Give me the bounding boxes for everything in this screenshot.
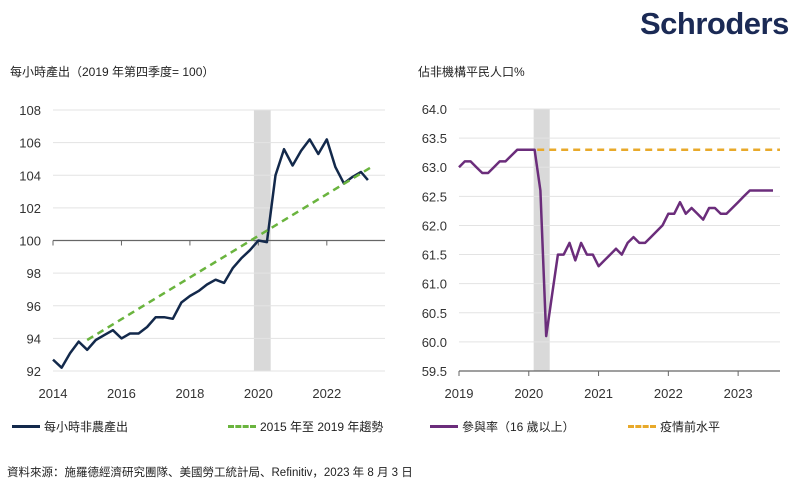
- legend-trend: 2015 年至 2019 年趨勢: [228, 418, 383, 435]
- legend-label: 2015 年至 2019 年趨勢: [260, 420, 384, 434]
- x-tick-label: 2023: [724, 386, 753, 401]
- y-tick-label: 62.0: [422, 218, 447, 233]
- legend-pre-pandemic: 疫情前水平: [628, 418, 720, 435]
- legend-solid-navy-swatch: [12, 425, 40, 428]
- y-tick-label: 62.5: [422, 189, 447, 204]
- source-note: 資料來源：施羅德經濟研究團隊、美國勞工統計局、Refinitiv，2023 年 …: [7, 467, 413, 479]
- solid-series-line-0-0: [52, 138, 369, 369]
- y-tick-label: 96: [27, 299, 41, 314]
- x-tick-label: 2014: [39, 386, 68, 401]
- legend-dashed-green-swatch: [228, 425, 256, 428]
- y-tick-label: 63.0: [422, 160, 447, 175]
- y-tick-label: 94: [27, 331, 41, 346]
- x-tick-label: 2018: [175, 386, 204, 401]
- y-tick-label: 60.0: [422, 335, 447, 350]
- y-tick-label: 106: [19, 136, 41, 151]
- legend-solid-purple-swatch: [430, 425, 458, 428]
- y-tick-label: 60.5: [422, 306, 447, 321]
- dashed-series-line-0-1: [86, 166, 372, 342]
- x-tick-label: 2020: [244, 386, 273, 401]
- y-tick-label: 102: [19, 201, 41, 216]
- x-tick-label: 2021: [584, 386, 613, 401]
- y-tick-label: 63.5: [422, 131, 447, 146]
- y-tick-label: 64.0: [422, 102, 447, 117]
- y-tick-label: 59.5: [422, 364, 447, 379]
- x-tick-label: 2022: [654, 386, 683, 401]
- legend-participation: 參與率（16 歲以上）: [430, 418, 575, 435]
- solid-series-line-1-0: [458, 148, 773, 338]
- legend-label: 參與率（16 歲以上）: [462, 420, 575, 434]
- y-tick-label: 92: [27, 364, 41, 379]
- schroders-logo: Schroders: [640, 6, 789, 41]
- y-tick-label: 100: [19, 234, 41, 249]
- x-tick-label: 2022: [312, 386, 341, 401]
- legend-dashed-orange-swatch: [628, 425, 656, 428]
- legend-productivity: 每小時非農產出: [12, 418, 128, 435]
- x-tick-label: 2016: [107, 386, 136, 401]
- legend-label: 疫情前水平: [660, 420, 721, 434]
- y-tick-label: 108: [19, 103, 41, 118]
- y-tick-label: 104: [19, 168, 41, 183]
- left-chart-title: 每小時產出（2019 年第四季度= 100）: [10, 65, 215, 79]
- x-tick-label: 2019: [445, 386, 474, 401]
- right-chart-title: 佔非機構平民人口%: [418, 65, 525, 79]
- y-tick-label: 98: [27, 266, 41, 281]
- y-tick-label: 61.5: [422, 248, 447, 263]
- legend-label: 每小時非農產出: [44, 420, 129, 434]
- y-tick-label: 61.0: [422, 277, 447, 292]
- x-tick-label: 2020: [514, 386, 543, 401]
